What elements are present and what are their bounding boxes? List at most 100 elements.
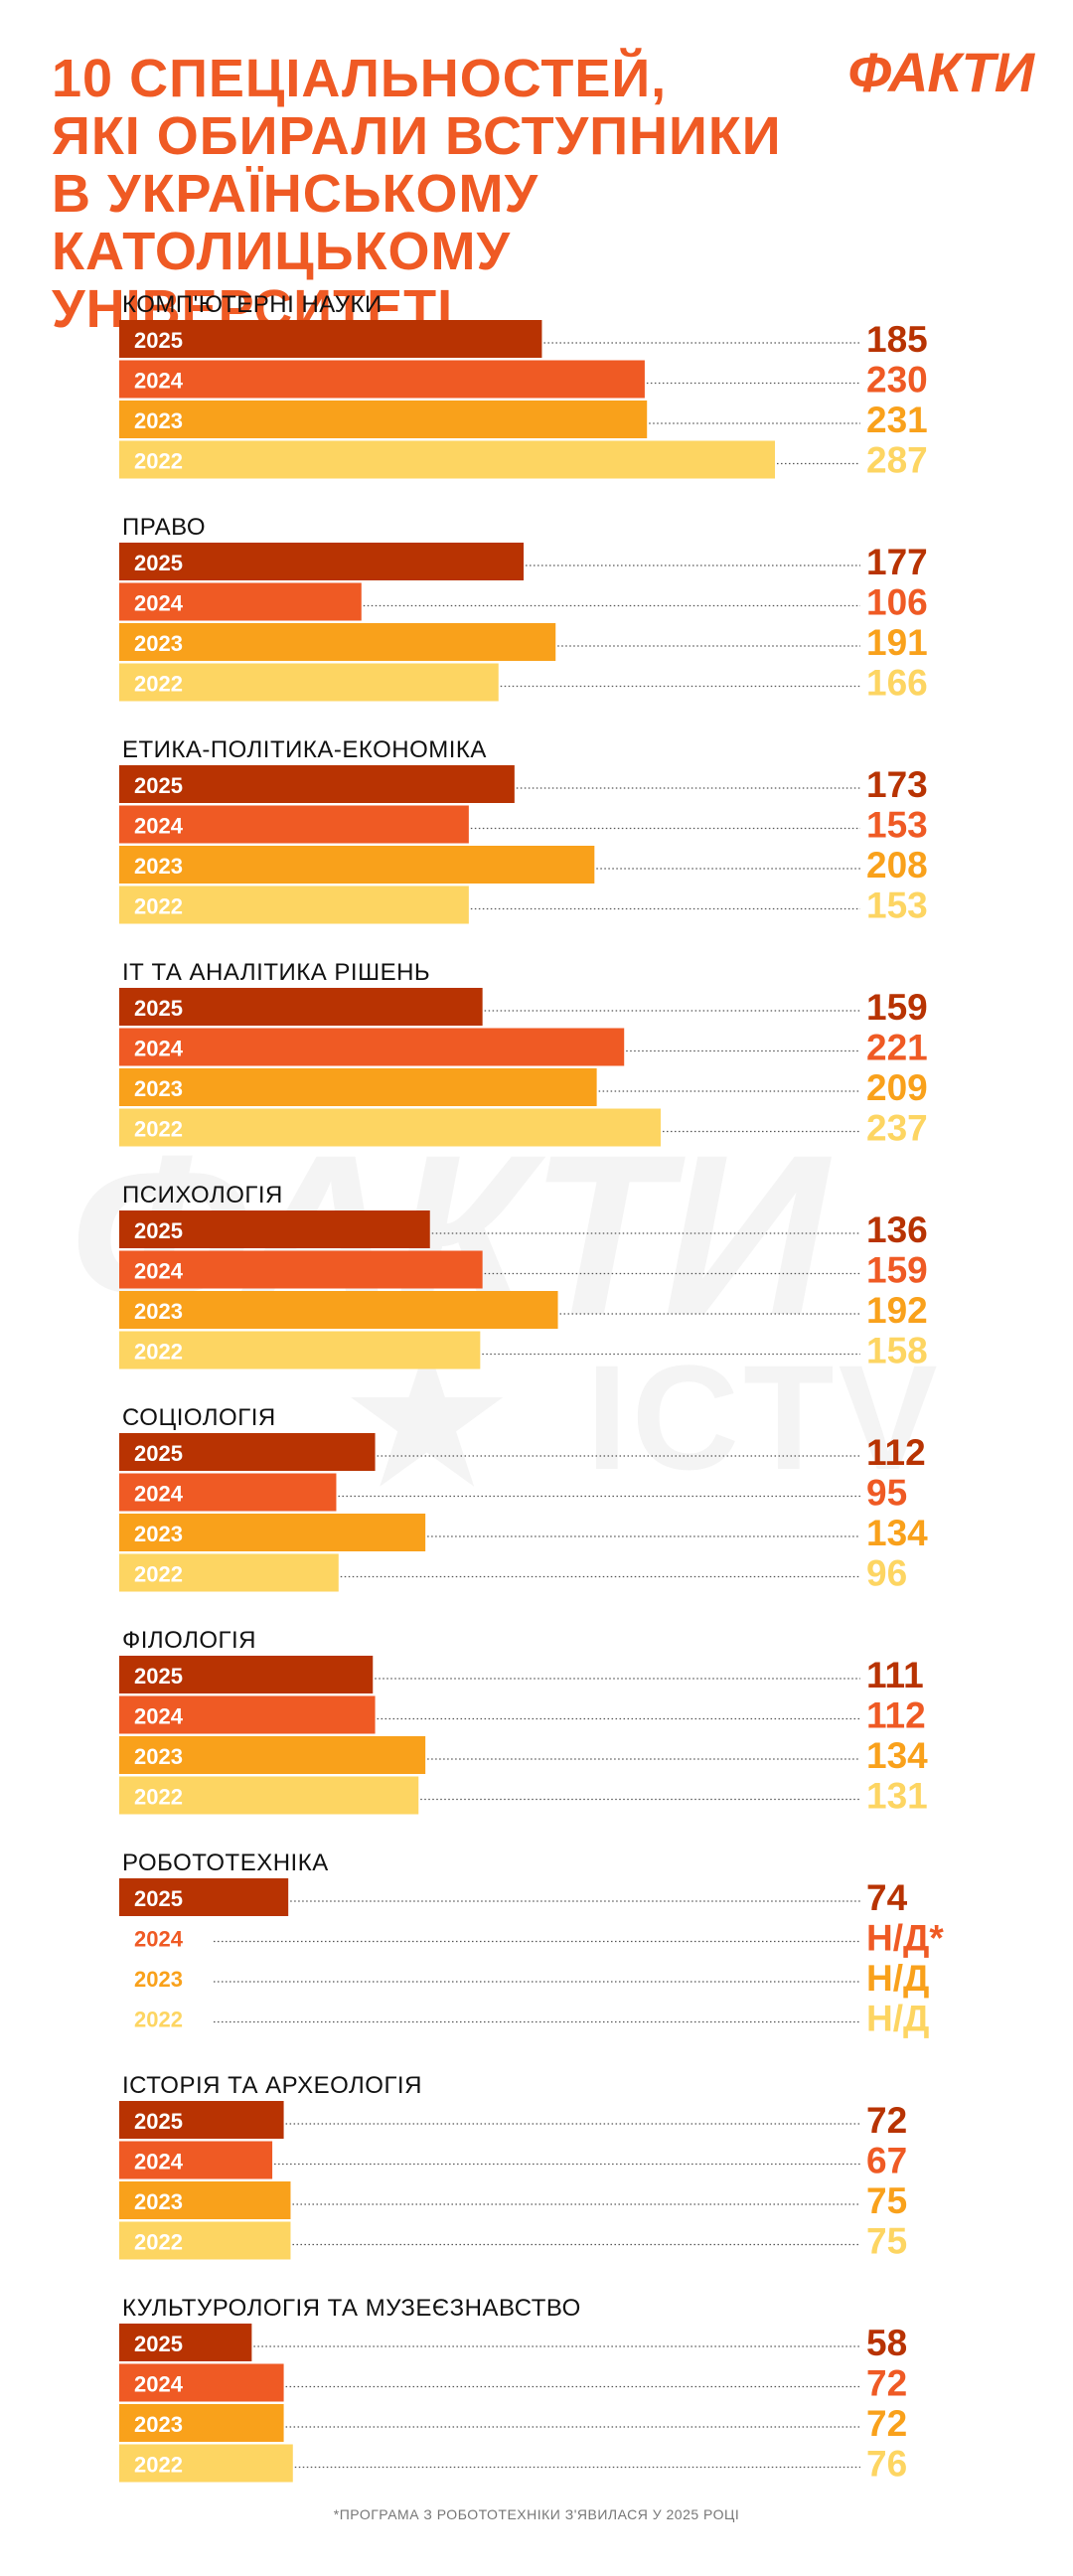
value-label: 72 [866,2100,907,2141]
bar-2025 [119,765,515,803]
category-label: КУЛЬТУРОЛОГІЯ ТА МУЗЕЄЗНАВСТВО [122,2295,581,2322]
category-label: СОЦІОЛОГІЯ [122,1404,276,1431]
bar-2025 [119,543,525,580]
value-label: 112 [866,1432,926,1473]
footnote: *ПРОГРАМА З РОБОТОТЕХНІКИ З'ЯВИЛАСЯ У 20… [333,2506,740,2522]
value-label: 185 [866,319,928,360]
value-label: 74 [866,1877,908,1918]
value-label: 75 [866,2180,907,2221]
value-label: 111 [866,1655,924,1695]
category-label: ІСТОРІЯ ТА АРХЕОЛОГІЯ [122,2072,422,2099]
year-label: 2023 [134,1744,183,1769]
value-label: 58 [866,2323,907,2363]
value-label: 230 [866,360,928,401]
bar-2024 [119,1028,625,1066]
bar-2023 [119,2404,284,2442]
year-label: 2024 [134,1482,184,1507]
value-label: 208 [866,845,928,886]
value-label: 173 [866,764,928,805]
group-7: ФІЛОЛОГІЯ 2025 111 2024 112 2023 134 2022 131 [119,1627,928,1817]
category-label: ПСИХОЛОГІЯ [122,1182,283,1208]
year-label: 2025 [134,1664,183,1689]
bar-2023 [119,401,648,438]
year-label: 2025 [134,1218,183,1243]
year-label: 2024 [134,814,184,839]
bar-2025 [119,988,483,1026]
year-label: 2024 [134,1704,184,1729]
value-label: Н/Д* [866,1918,944,1959]
year-label: 2025 [134,1886,183,1911]
year-label: 2025 [134,996,183,1021]
year-label: 2023 [134,1522,183,1546]
bar-2022 [119,440,775,479]
value-label: 75 [866,2221,907,2262]
value-label: 112 [866,1695,926,1736]
year-label: 2024 [134,369,184,394]
group-10: КУЛЬТУРОЛОГІЯ ТА МУЗЕЄЗНАВСТВО 2025 58 2024… [119,2295,907,2485]
year-label: 2022 [134,1117,183,1142]
bar-2023 [119,1736,426,1774]
bar-2023 [119,1514,426,1551]
bar-2023 [119,2181,291,2219]
category-label: РОБОТОТЕХНІКА [122,1850,329,1876]
year-label: 2024 [134,1037,184,1061]
category-label: КОМП'ЮТЕРНІ НАУКИ [122,291,383,318]
value-label: 177 [866,542,928,582]
value-label: 67 [866,2141,907,2181]
value-label: 106 [866,582,928,623]
bar-2022 [119,663,499,702]
group-1: КОМП'ЮТЕРНІ НАУКИ 2025 185 2024 230 2023 231 20… [119,291,928,481]
value-label: 153 [866,886,928,926]
year-label: 2025 [134,328,183,353]
bar-2022 [119,886,469,924]
value-label: 96 [866,1553,907,1594]
group-2: ПРАВО 2025 177 2024 106 2023 191 2022 166 [119,514,928,704]
value-label: Н/Д [866,1999,929,2039]
bar-2024 [119,2141,273,2179]
bar-2025 [119,320,542,358]
year-label: 2025 [134,551,183,575]
year-label: 2024 [134,1927,184,1952]
bar-2023 [119,846,595,884]
year-label: 2024 [134,2372,184,2397]
value-label: 136 [866,1209,928,1250]
value-label: 159 [866,987,928,1028]
bar-2023 [119,623,556,661]
year-label: 2024 [134,1259,184,1284]
value-label: 153 [866,805,928,846]
bar-2024 [119,1473,337,1512]
bar-2022 [119,1331,481,1369]
title-line-3: В УКРАЇНСЬКОМУ КАТОЛИЦЬКОМУ [52,164,539,281]
bar-2022 [119,2444,293,2483]
group-9: ІСТОРІЯ ТА АРХЕОЛОГІЯ 2025 72 2024 67 2023 75 2… [119,2072,907,2262]
value-label: 237 [866,1108,928,1149]
year-label: 2024 [134,2150,184,2174]
bar-2024 [119,805,469,844]
value-label: 192 [866,1290,928,1331]
year-label: 2022 [134,1562,183,1587]
group-4: ІТ ТА АНАЛІТИКА РІШЕНЬ 2025 159 2024 221 2023… [119,959,928,1149]
year-label: 2022 [134,2453,183,2478]
value-label: 191 [866,622,928,663]
value-label: 221 [866,1028,928,1068]
bar-2024 [119,1695,376,1734]
category-label: ІТ ТА АНАЛІТИКА РІШЕНЬ [122,959,430,986]
value-label: 159 [866,1250,928,1291]
bar-2025 [119,1433,376,1471]
year-label: 2022 [134,2230,183,2255]
year-label: 2023 [134,1299,183,1324]
year-label: 2022 [134,894,183,919]
category-label: ЕТИКА-ПОЛІТИКА-ЕКОНОМІКА [122,736,487,763]
category-label: ФІЛОЛОГІЯ [122,1627,256,1654]
value-label: 131 [866,1776,928,1817]
year-label: 2023 [134,854,183,879]
value-label: Н/Д [866,1958,929,1999]
value-label: 76 [866,2444,907,2485]
group-5: ПСИХОЛОГІЯ 2025 136 2024 159 2023 192 2022 158 [119,1182,928,1371]
value-label: 134 [866,1513,928,1553]
bar-2024 [119,1250,483,1289]
year-label: 2022 [134,2008,183,2032]
bar-2022 [119,1108,662,1147]
